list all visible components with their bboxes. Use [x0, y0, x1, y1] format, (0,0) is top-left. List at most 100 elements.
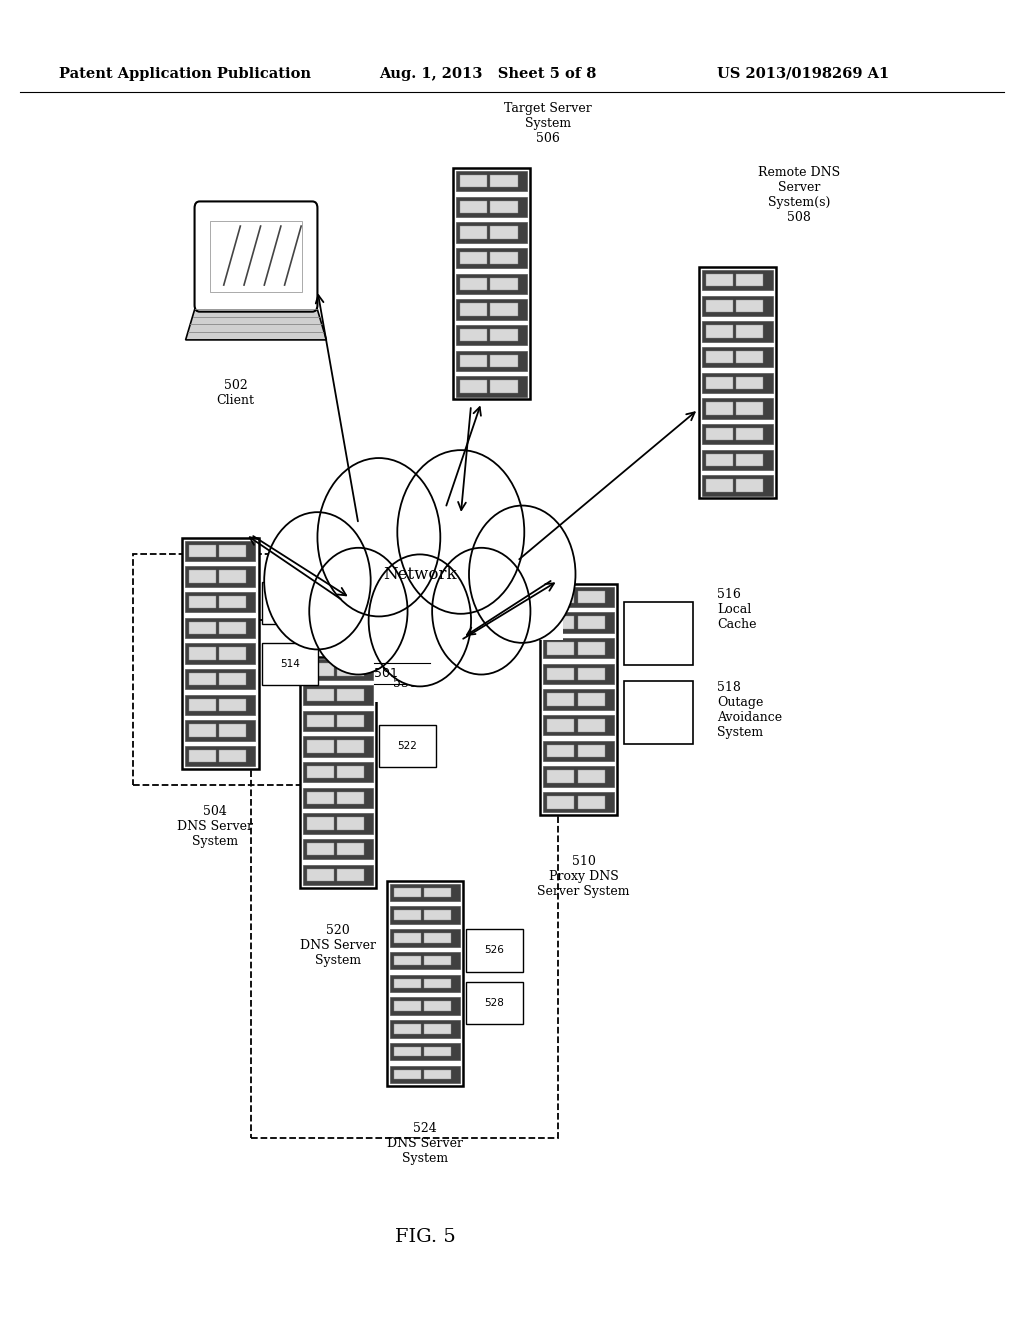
Polygon shape [185, 301, 327, 339]
FancyBboxPatch shape [307, 817, 334, 830]
FancyBboxPatch shape [424, 956, 452, 965]
FancyBboxPatch shape [424, 911, 452, 920]
FancyBboxPatch shape [379, 725, 436, 767]
FancyBboxPatch shape [547, 744, 574, 758]
FancyBboxPatch shape [219, 647, 246, 660]
FancyBboxPatch shape [702, 372, 772, 393]
FancyBboxPatch shape [736, 376, 763, 389]
FancyBboxPatch shape [547, 796, 574, 808]
FancyBboxPatch shape [457, 248, 526, 268]
FancyBboxPatch shape [195, 202, 317, 312]
FancyBboxPatch shape [393, 887, 421, 898]
Circle shape [369, 554, 471, 686]
FancyBboxPatch shape [707, 428, 733, 441]
FancyBboxPatch shape [461, 355, 487, 367]
FancyBboxPatch shape [453, 168, 530, 399]
FancyBboxPatch shape [184, 746, 256, 766]
FancyBboxPatch shape [461, 380, 487, 393]
FancyBboxPatch shape [736, 454, 763, 466]
Circle shape [309, 548, 408, 675]
FancyBboxPatch shape [461, 329, 487, 342]
FancyBboxPatch shape [466, 929, 522, 972]
FancyBboxPatch shape [578, 591, 604, 603]
FancyBboxPatch shape [736, 479, 763, 492]
FancyBboxPatch shape [262, 643, 317, 685]
FancyBboxPatch shape [393, 933, 421, 942]
Text: 512: 512 [280, 598, 300, 609]
FancyBboxPatch shape [547, 668, 574, 680]
Circle shape [469, 506, 575, 643]
FancyBboxPatch shape [457, 170, 526, 191]
FancyBboxPatch shape [303, 762, 374, 783]
FancyBboxPatch shape [303, 865, 374, 884]
FancyBboxPatch shape [337, 741, 365, 752]
FancyBboxPatch shape [543, 586, 613, 607]
FancyBboxPatch shape [188, 647, 216, 660]
FancyBboxPatch shape [188, 595, 216, 609]
FancyBboxPatch shape [389, 929, 461, 946]
Circle shape [264, 512, 371, 649]
FancyBboxPatch shape [707, 376, 733, 389]
FancyBboxPatch shape [184, 643, 256, 664]
FancyBboxPatch shape [547, 616, 574, 628]
FancyBboxPatch shape [303, 788, 374, 808]
Text: FIG. 5: FIG. 5 [394, 1228, 456, 1246]
FancyBboxPatch shape [424, 1047, 452, 1056]
FancyBboxPatch shape [303, 685, 374, 705]
FancyBboxPatch shape [707, 275, 733, 286]
FancyBboxPatch shape [389, 907, 461, 924]
Text: 501: 501 [374, 667, 397, 680]
FancyBboxPatch shape [182, 539, 258, 768]
FancyBboxPatch shape [307, 689, 334, 701]
FancyBboxPatch shape [337, 792, 365, 804]
FancyBboxPatch shape [188, 725, 216, 737]
FancyBboxPatch shape [461, 226, 487, 239]
Circle shape [432, 548, 530, 675]
FancyBboxPatch shape [219, 570, 246, 582]
FancyBboxPatch shape [736, 351, 763, 363]
FancyBboxPatch shape [490, 355, 517, 367]
FancyBboxPatch shape [307, 741, 334, 752]
FancyBboxPatch shape [578, 796, 604, 808]
FancyBboxPatch shape [457, 273, 526, 294]
FancyBboxPatch shape [389, 952, 461, 969]
FancyBboxPatch shape [707, 325, 733, 338]
FancyBboxPatch shape [702, 321, 772, 342]
FancyBboxPatch shape [276, 561, 563, 640]
Text: 510
Proxy DNS
Server System: 510 Proxy DNS Server System [538, 855, 630, 899]
FancyBboxPatch shape [393, 956, 421, 965]
FancyBboxPatch shape [393, 1024, 421, 1034]
Text: Target Server
System
506: Target Server System 506 [504, 102, 592, 145]
FancyBboxPatch shape [547, 693, 574, 706]
FancyBboxPatch shape [461, 201, 487, 213]
FancyBboxPatch shape [337, 869, 365, 882]
FancyBboxPatch shape [389, 1020, 461, 1038]
FancyBboxPatch shape [490, 174, 517, 187]
FancyBboxPatch shape [457, 351, 526, 371]
Text: 522: 522 [397, 741, 418, 751]
FancyBboxPatch shape [307, 766, 334, 779]
FancyBboxPatch shape [490, 380, 517, 393]
FancyBboxPatch shape [702, 347, 772, 367]
FancyBboxPatch shape [490, 252, 517, 264]
FancyBboxPatch shape [393, 1047, 421, 1056]
Text: 518
Outage
Avoidance
System: 518 Outage Avoidance System [717, 681, 782, 739]
Text: Remote DNS
Server
System(s)
508: Remote DNS Server System(s) 508 [758, 166, 840, 224]
FancyBboxPatch shape [547, 591, 574, 603]
Circle shape [397, 450, 524, 614]
FancyBboxPatch shape [184, 721, 256, 741]
Text: DNS Server
Cluster
530: DNS Server Cluster 530 [367, 647, 442, 690]
FancyBboxPatch shape [457, 300, 526, 319]
FancyBboxPatch shape [303, 737, 374, 756]
FancyBboxPatch shape [702, 399, 772, 418]
Text: Network: Network [383, 566, 457, 582]
FancyBboxPatch shape [307, 714, 334, 727]
FancyBboxPatch shape [337, 766, 365, 779]
FancyBboxPatch shape [707, 479, 733, 492]
FancyBboxPatch shape [702, 271, 772, 290]
Text: US 2013/0198269 A1: US 2013/0198269 A1 [717, 67, 889, 81]
FancyBboxPatch shape [736, 275, 763, 286]
Text: 502
Client: 502 Client [216, 379, 255, 407]
FancyBboxPatch shape [578, 744, 604, 758]
FancyBboxPatch shape [578, 719, 604, 731]
